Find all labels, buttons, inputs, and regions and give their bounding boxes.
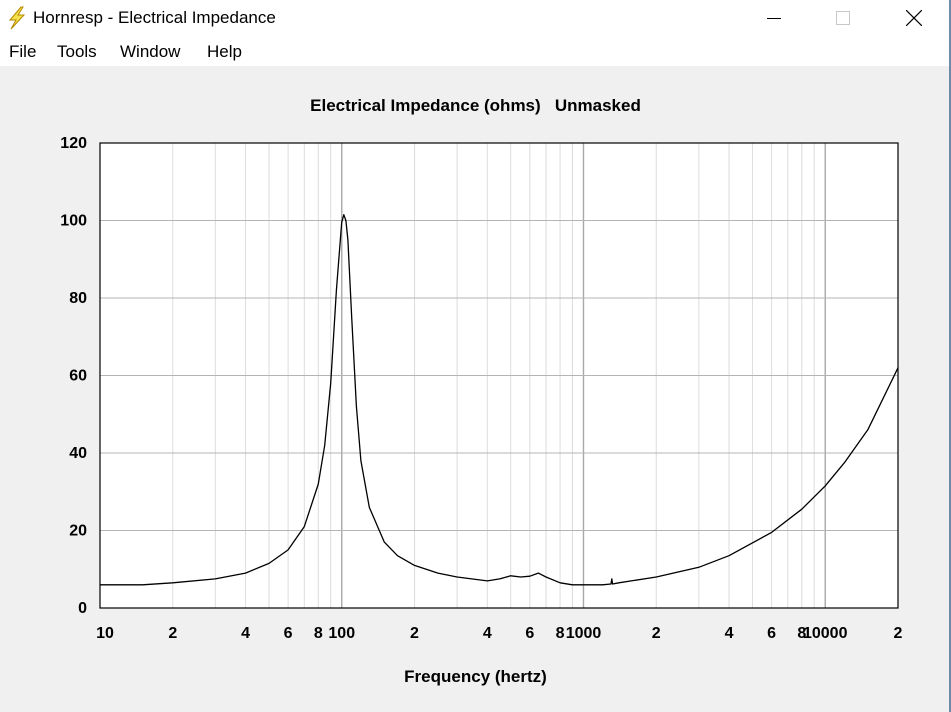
y-tick-label: 80 [69,290,87,307]
menu-tools[interactable]: Tools [57,42,97,61]
x-tick-label: 4 [725,625,734,642]
x-tick-label: 2 [410,625,419,642]
close-button[interactable] [891,0,937,36]
title-bar: Hornresp - Electrical Impedance [0,0,951,36]
impedance-curve [100,214,899,586]
y-tick-label: 0 [78,600,87,617]
x-tick-label: 4 [483,625,492,642]
window-title: Hornresp - Electrical Impedance [33,8,276,27]
y-tick-label: 100 [60,213,87,230]
x-tick-label: 8 [556,625,565,642]
minimize-button[interactable] [751,0,797,36]
x-axis-label: Frequency (hertz) [404,667,547,686]
x-tick-label: 6 [284,625,293,642]
chart-title: Electrical Impedance (ohms) Unmasked [310,96,641,115]
maximize-icon [836,11,850,25]
menu-help[interactable]: Help [207,42,242,61]
x-tick-label: 100 [328,625,355,642]
x-tick-label: 2 [168,625,177,642]
x-tick-label: 8 [314,625,323,642]
x-tick-label: 2 [652,625,661,642]
minimize-icon [767,18,781,19]
x-tick-label: 8 [797,625,806,642]
y-tick-label: 40 [69,445,87,462]
x-tick-label: 1000 [566,625,602,642]
x-tick-label: 6 [525,625,534,642]
lightning-bolt-icon [8,6,26,30]
menu-window[interactable]: Window [120,42,181,61]
maximize-button[interactable] [820,0,866,36]
x-tick-label: 2 [894,625,903,642]
y-tick-label: 120 [60,135,87,152]
x-tick-label: 10 [96,625,114,642]
menu-bar: File Tools Window Help [0,36,951,66]
menu-file[interactable]: File [9,42,37,61]
x-tick-label: 6 [767,625,776,642]
close-icon [906,10,922,26]
x-tick-label: 10000 [803,625,848,642]
x-tick-label: 4 [241,625,250,642]
y-tick-label: 20 [69,523,87,540]
y-tick-label: 60 [69,368,87,385]
plot-frame [99,142,899,609]
window-border [949,0,951,712]
